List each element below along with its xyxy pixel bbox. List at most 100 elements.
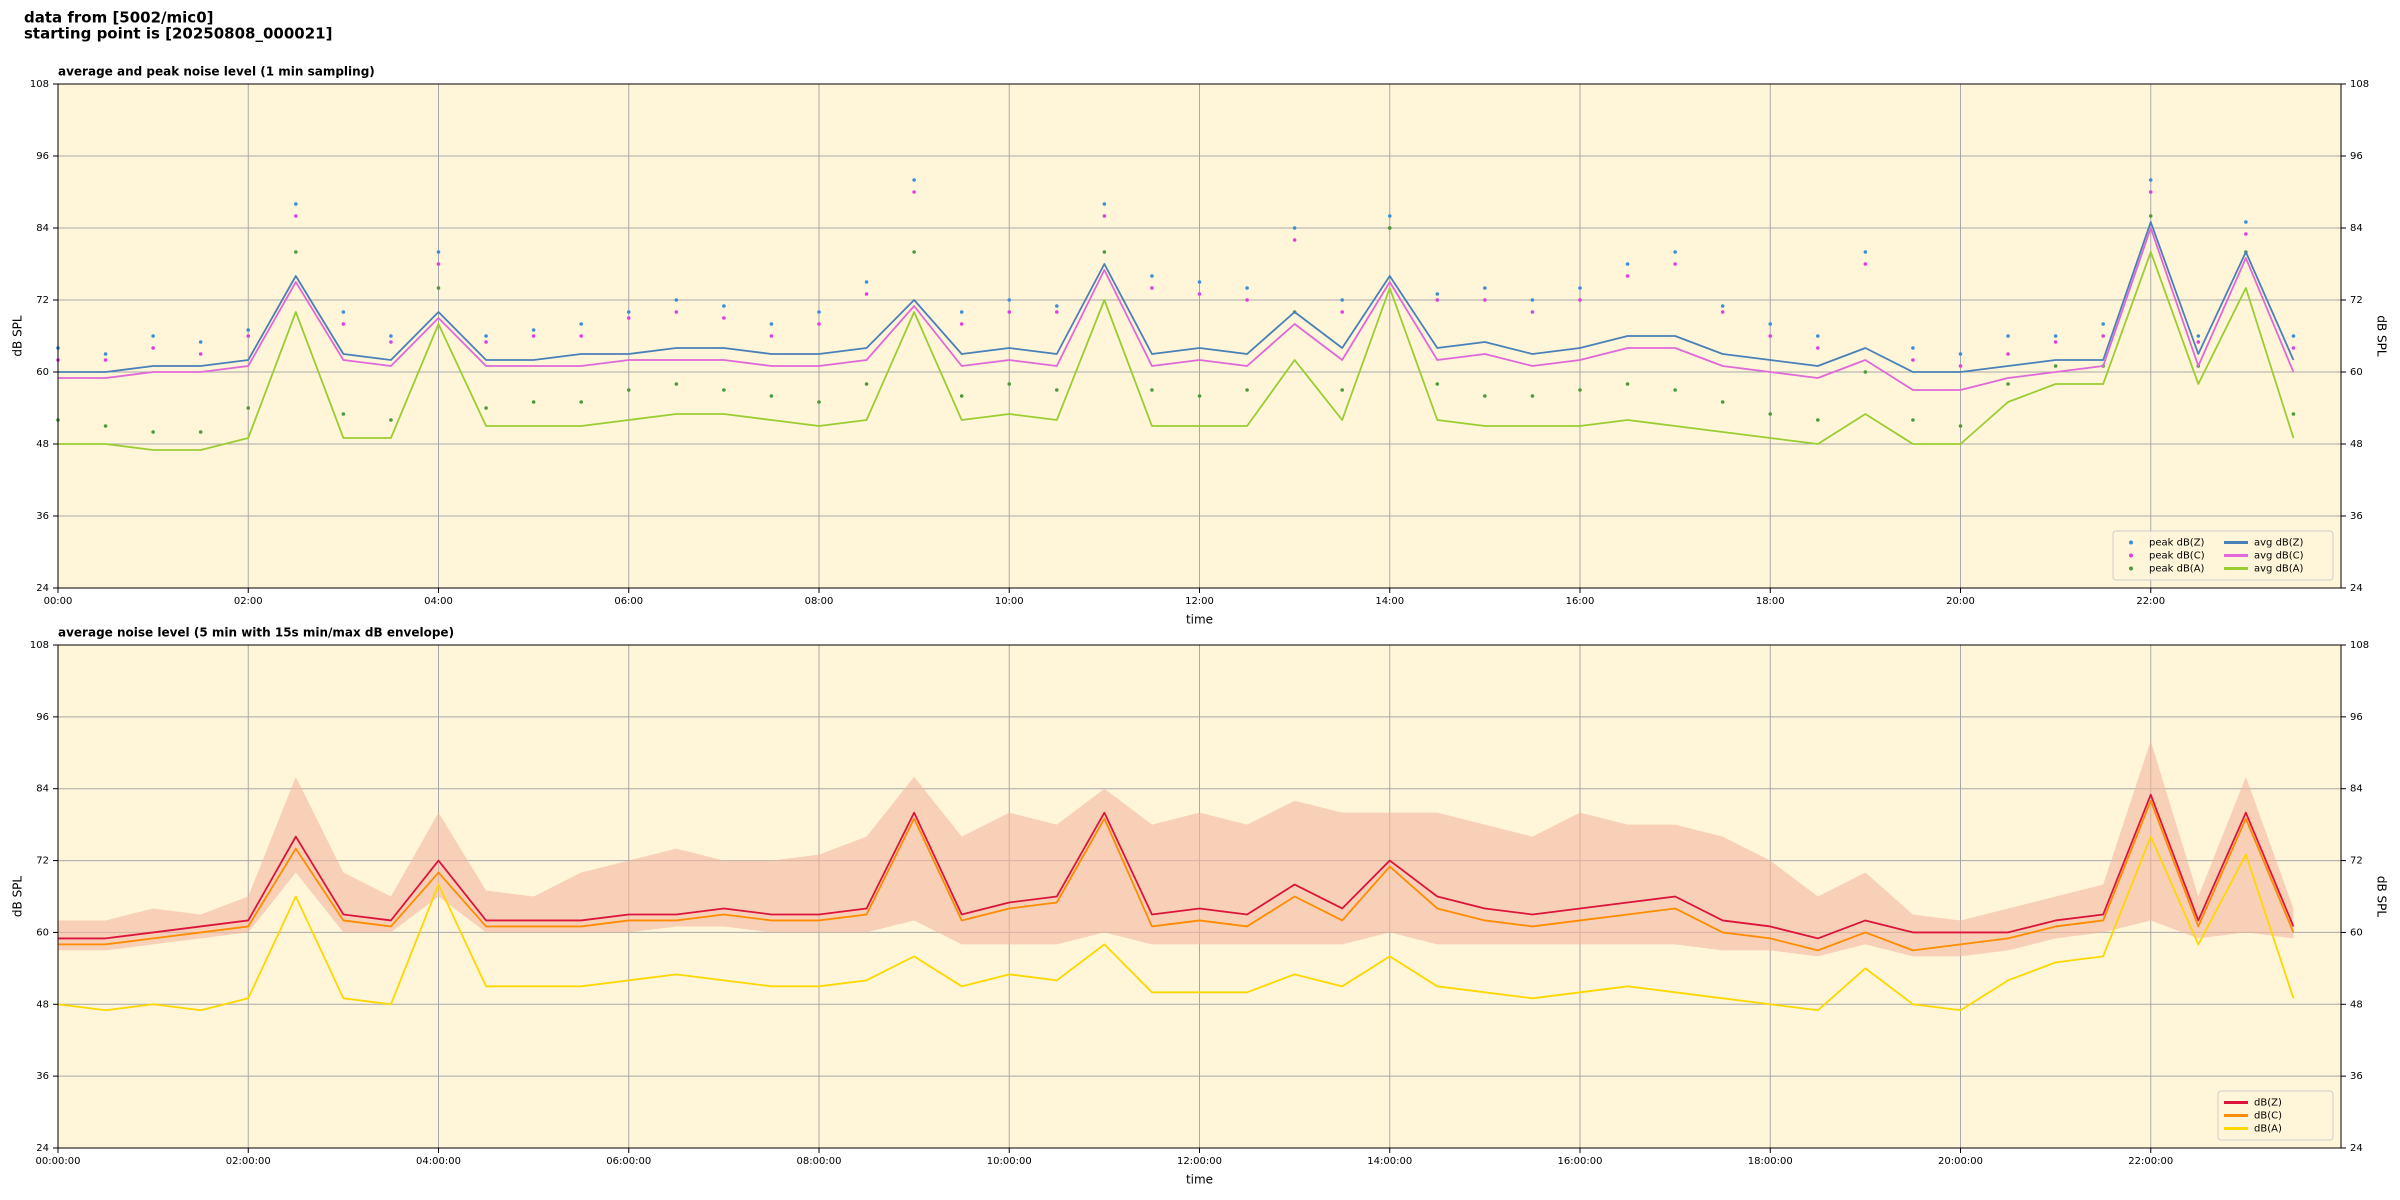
peak-point	[626, 316, 631, 320]
x-tick-label: 00:00	[44, 596, 73, 607]
peak-point	[1578, 388, 1582, 392]
peak-point	[1530, 394, 1535, 398]
peak-point	[1102, 214, 1107, 218]
peak-point	[1055, 304, 1059, 308]
peak-point	[864, 382, 869, 386]
x-tick-label: 22:00	[2136, 596, 2165, 607]
y-tick-label: 48	[2350, 999, 2363, 1010]
y-tick-label: 36	[2350, 511, 2363, 522]
peak-point	[1435, 298, 1440, 302]
peak-point	[1197, 394, 1202, 398]
peak-point	[1007, 298, 1012, 302]
x-tick-label: 20:00:00	[1938, 1156, 1983, 1167]
peak-point	[912, 250, 916, 254]
peak-point	[2006, 382, 2010, 386]
x-tick-label: 16:00:00	[1558, 1156, 1603, 1167]
peak-point	[436, 262, 441, 266]
peak-point	[722, 388, 726, 392]
x-tick-label: 12:00	[1185, 596, 1214, 607]
peak-point	[294, 202, 298, 206]
peak-point	[1007, 382, 1012, 386]
peak-point	[864, 292, 869, 296]
peak-point	[1483, 298, 1487, 302]
peak-point	[531, 328, 536, 332]
y-tick-label: 60	[36, 367, 49, 378]
peak-point	[1102, 202, 1107, 206]
peak-point	[2291, 346, 2296, 350]
x-tick-label: 14:00:00	[1367, 1156, 1412, 1167]
x-tick-label: 22:00:00	[2128, 1156, 2173, 1167]
legend-marker	[2129, 540, 2133, 545]
peak-point	[1530, 298, 1535, 302]
peak-point	[1150, 388, 1154, 392]
peak-point	[1055, 388, 1059, 392]
y-tick-label: 72	[36, 856, 49, 867]
y-axis-label: dB SPL	[2375, 876, 2389, 918]
peak-point	[1435, 382, 1440, 386]
y-tick-label: 108	[2350, 640, 2369, 651]
peak-point	[2101, 334, 2105, 338]
peak-point	[1625, 262, 1630, 266]
peak-point	[817, 310, 821, 314]
peak-point	[2148, 178, 2153, 182]
y-tick-label: 24	[36, 1143, 49, 1154]
x-tick-label: 18:00	[1756, 596, 1785, 607]
y-tick-label: 108	[2350, 79, 2369, 90]
peak-point	[2101, 322, 2105, 326]
legend-marker	[2129, 566, 2133, 571]
peak-point	[1958, 364, 1963, 368]
peak-point	[246, 334, 251, 338]
peak-point	[436, 286, 441, 290]
legend-label: dB(Z)	[2254, 1098, 2282, 1109]
peak-point	[1863, 262, 1868, 266]
x-tick-label: 02:00:00	[226, 1156, 271, 1167]
peak-point	[864, 280, 869, 284]
legend-marker	[2129, 553, 2133, 558]
peak-point	[531, 334, 536, 338]
peak-point	[341, 322, 346, 326]
y-tick-label: 108	[30, 640, 49, 651]
peak-point	[531, 400, 536, 404]
legend-label: dB(C)	[2254, 1111, 2282, 1122]
peak-point	[198, 430, 203, 434]
peak-point	[103, 352, 108, 356]
peak-point	[484, 334, 488, 338]
legend-box	[2112, 530, 2334, 581]
peak-point	[1292, 226, 1297, 230]
series-line	[58, 793, 2295, 940]
peak-point	[1768, 412, 1773, 416]
peak-point	[484, 406, 488, 410]
peak-point	[1863, 370, 1868, 374]
legend: peak dB(Z) peak dB(C) peak dB(A) avg dB(Z) a…	[2112, 530, 2334, 581]
x-tick-label: 16:00	[1566, 596, 1595, 607]
peak-point	[1530, 310, 1535, 314]
peak-point	[1768, 322, 1773, 326]
y-tick-label: 24	[2350, 1143, 2363, 1154]
peak-point	[1387, 226, 1392, 230]
peak-point	[2196, 340, 2201, 344]
peak-point	[2244, 232, 2248, 236]
peak-point	[1055, 310, 1059, 314]
y-tick-label: 24	[2350, 583, 2363, 594]
peak-point	[198, 352, 203, 356]
peak-point	[1340, 298, 1344, 302]
peak-point	[2006, 352, 2010, 356]
x-tick-label: 18:00:00	[1748, 1156, 1793, 1167]
peak-point	[103, 424, 108, 428]
x-tick-label: 10:00:00	[987, 1156, 1032, 1167]
legend-label: avg dB(Z)	[2254, 538, 2304, 549]
x-axis-label: time	[1186, 613, 1213, 627]
peak-point	[1578, 298, 1582, 302]
y-tick-label: 84	[36, 784, 49, 795]
peak-point	[674, 310, 679, 314]
x-tick-label: 14:00	[1375, 596, 1404, 607]
peak-point	[1720, 310, 1725, 314]
peak-point	[151, 334, 155, 338]
y-tick-label: 96	[2350, 151, 2363, 162]
peak-point	[1483, 394, 1487, 398]
y-tick-label: 36	[36, 1071, 49, 1082]
peak-point	[1245, 298, 1249, 302]
peak-point	[198, 340, 203, 344]
plot-frame	[57, 83, 2342, 589]
y-tick-label: 24	[36, 583, 49, 594]
